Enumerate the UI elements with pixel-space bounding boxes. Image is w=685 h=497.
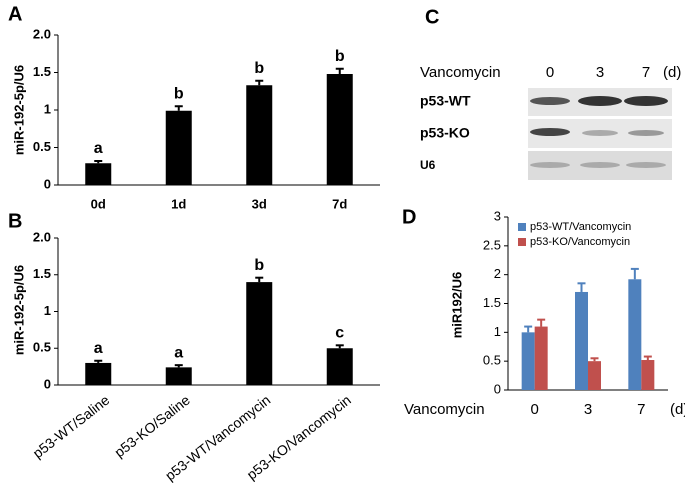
annotation: a — [94, 340, 103, 357]
y-tick-label: 0.5 — [33, 139, 51, 154]
annotation: b — [254, 257, 264, 274]
legend-swatch — [518, 238, 526, 246]
bar — [588, 361, 601, 390]
band — [530, 162, 570, 168]
bar — [246, 282, 273, 385]
y-tick-label: 1.5 — [33, 64, 51, 79]
y-tick-label: 0.5 — [483, 353, 501, 368]
y-tick-label: 0 — [44, 376, 51, 391]
y-tick-label: 0 — [44, 176, 51, 191]
band — [624, 96, 668, 106]
y-tick-label: 1 — [494, 324, 501, 339]
y-tick-label: 1.5 — [33, 266, 51, 281]
y-tick-label: 0.5 — [33, 340, 51, 355]
bar — [521, 332, 535, 390]
y-tick-label: 2 — [494, 266, 501, 281]
x-tick-label: 7d — [332, 196, 347, 211]
annotation: b — [254, 60, 264, 77]
annotation: a — [174, 344, 183, 361]
row-label: p53-WT — [420, 93, 471, 109]
row-label: U6 — [420, 158, 436, 172]
panel-letter: D — [402, 206, 416, 228]
row-label: p53-KO — [420, 125, 470, 141]
bar — [534, 326, 548, 390]
unit-label: (d) — [670, 401, 685, 418]
y-axis-label: miR-192-5p/U6 — [11, 65, 26, 155]
bar — [165, 110, 192, 185]
legend-swatch — [518, 223, 526, 231]
x-axis-label: Vancomycin — [404, 401, 485, 418]
panel-letter: B — [8, 210, 22, 232]
band — [530, 128, 570, 136]
bar — [641, 360, 655, 390]
treatment-label: Vancomycin — [420, 64, 501, 81]
x-tick-label: 0 — [530, 401, 538, 418]
y-tick-label: 3 — [494, 208, 501, 223]
y-tick-label: 2.0 — [33, 26, 51, 41]
y-tick-label: 2.5 — [483, 237, 501, 252]
x-tick-label: 1d — [171, 196, 186, 211]
x-tick-label: 7 — [637, 401, 645, 418]
band — [582, 130, 618, 136]
annotation: b — [174, 85, 184, 102]
annotation: a — [94, 140, 103, 157]
band — [626, 162, 666, 168]
x-tick-label: p53-KO/Saline — [111, 392, 193, 461]
lane-label: 7 — [642, 64, 650, 81]
lane-label: 3 — [596, 64, 604, 81]
y-tick-label: 1 — [44, 303, 51, 318]
y-tick-label: 1 — [44, 101, 51, 116]
y-tick-label: 2.0 — [33, 229, 51, 244]
panel-letter: A — [8, 3, 22, 25]
panel-letter: C — [425, 6, 439, 28]
lane-label: 0 — [546, 64, 554, 81]
unit-label: (d) — [663, 64, 681, 81]
annotation: b — [335, 48, 345, 65]
y-tick-label: 1.5 — [483, 295, 501, 310]
bar — [575, 291, 588, 390]
bar — [326, 348, 353, 385]
annotation: c — [335, 325, 344, 342]
y-tick-label: 0 — [494, 381, 501, 396]
y-axis-label: miR-192-5p/U6 — [11, 265, 26, 355]
bar — [326, 74, 353, 185]
bar — [85, 362, 112, 385]
x-tick-label: 0d — [91, 196, 106, 211]
bar — [628, 279, 642, 390]
legend-label: p53-KO/Vancomycin — [530, 236, 630, 248]
band — [628, 130, 664, 136]
y-axis-label: miR192/U6 — [449, 272, 464, 338]
bar — [246, 85, 273, 185]
legend-label: p53-WT/Vancomycin — [530, 221, 631, 233]
bar — [165, 367, 192, 385]
x-tick-label: p53-WT/Saline — [30, 392, 113, 462]
band — [530, 97, 570, 105]
bar — [85, 163, 112, 185]
band — [578, 96, 622, 106]
x-tick-label: 3d — [252, 196, 267, 211]
x-tick-label: 3 — [584, 401, 592, 418]
band — [580, 162, 620, 168]
